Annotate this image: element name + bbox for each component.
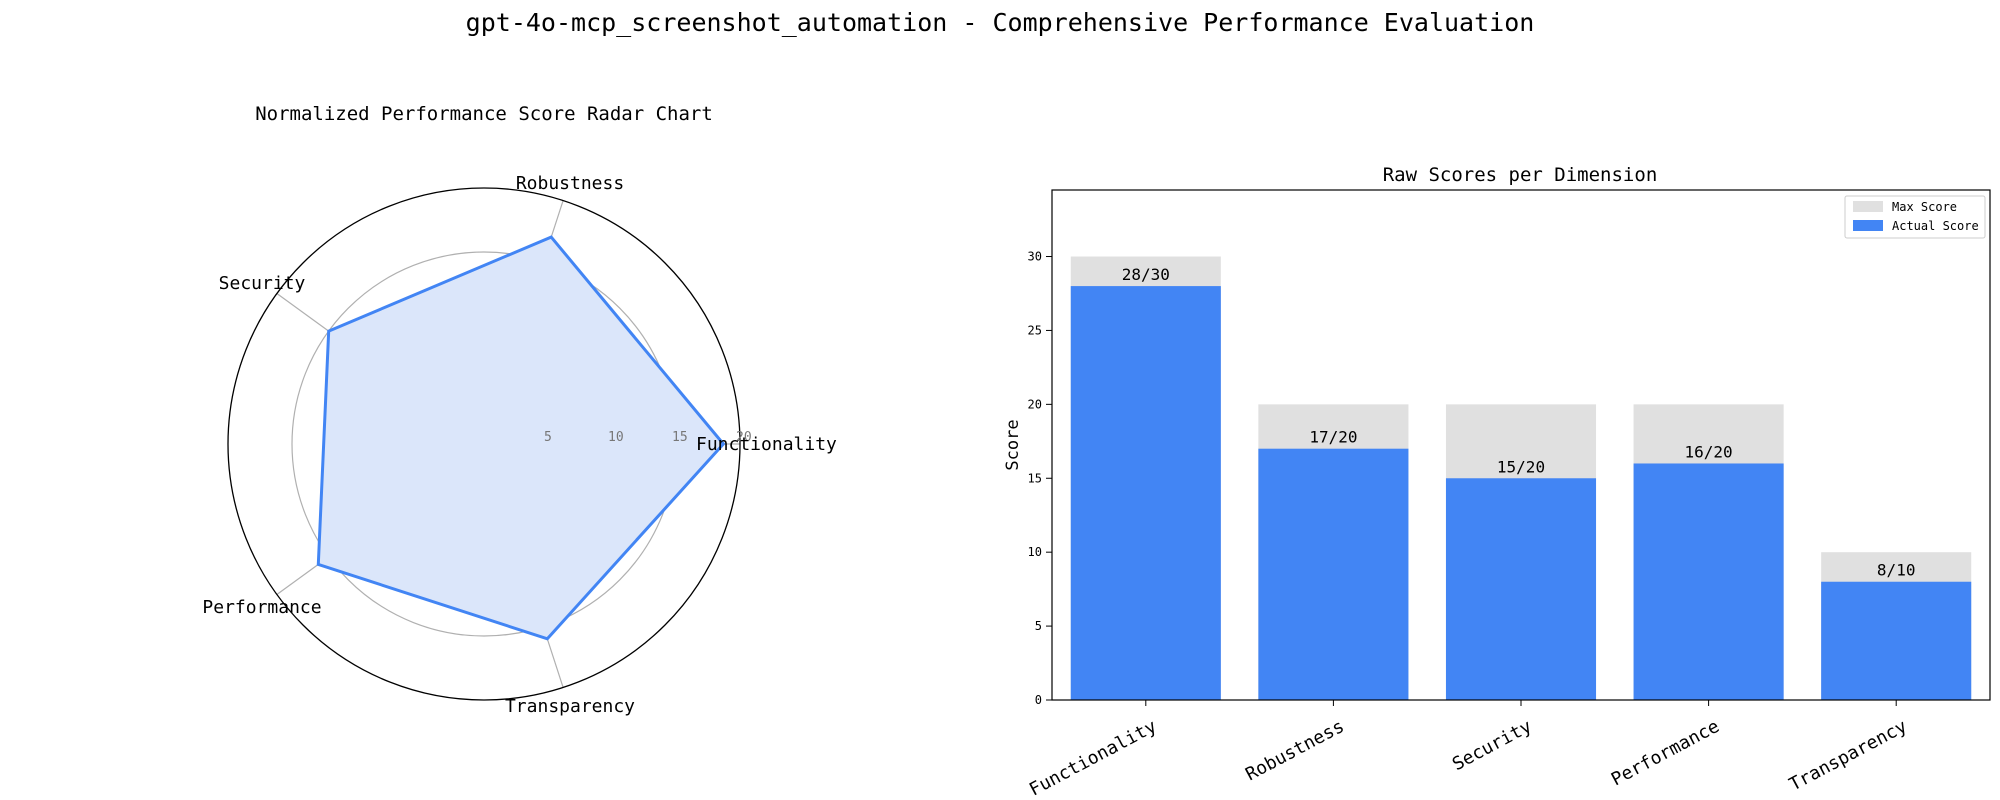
actual-score-bar [1258,448,1409,700]
bar-chart-title: Raw Scores per Dimension [1383,164,1658,186]
actual-score-bar [1821,581,1972,700]
legend-label-max-score: Max Score [1892,200,1957,214]
x-tick-label: Robustness [1242,716,1348,785]
y-tick-label: 20 [1028,397,1042,411]
x-tick-label: Performance [1608,716,1723,791]
x-tick-label: Transparency [1786,716,1911,796]
radar-tick-label: 5 [544,430,552,445]
legend-swatch-actual-score [1853,220,1883,231]
x-tick-label: Security [1449,716,1536,775]
actual-score-bar [1070,286,1221,700]
radar-axis-label: Robustness [516,173,624,194]
bar-data-label: 16/20 [1685,442,1733,461]
chart-legend: Max Score Actual Score [1844,195,1986,239]
bar-plot-frame [1051,189,1991,701]
radar-tick-label: 15 [672,430,688,445]
radar-tick-label: 10 [608,430,624,445]
y-tick-label: 25 [1028,323,1042,337]
bar-chart: 28/30 Functionality 17/20 Robustness 15/20 Se… [1003,189,1991,800]
bar-data-label: 17/20 [1309,428,1357,447]
bar-data-label: 8/10 [1877,561,1916,580]
radar-chart-title: Normalized Performance Score Radar Chart [255,103,713,125]
radar-axis-label: Security [219,273,306,294]
radar-axis-label: Performance [202,597,321,618]
y-tick-label: 30 [1028,250,1042,264]
y-tick-label: 10 [1028,545,1042,559]
radar-axis-label: Functionality [696,434,837,455]
radar-series-line [316,235,726,641]
y-tick-label: 0 [1035,693,1042,707]
bar-data-label: 28/30 [1122,265,1170,284]
legend-swatch-max-score [1853,201,1883,212]
radar-axis-label: Transparency [505,696,635,717]
x-tick-label: Functionality [1026,716,1160,800]
figure-title: gpt-4o-mcp_screenshot_automation - Compr… [465,8,1535,37]
y-axis-label: Score [1003,419,1023,470]
actual-score-bar [1445,478,1597,700]
radar-tick-label: 20 [736,430,752,445]
legend-label-actual-score: Actual Score [1892,219,1979,233]
actual-score-bar [1633,463,1784,700]
bar-data-label: 15/20 [1497,457,1545,476]
y-tick-label: 5 [1035,619,1042,633]
radar-outer-frame [227,187,741,701]
y-tick-label: 15 [1028,471,1042,485]
radar-area [318,237,724,639]
